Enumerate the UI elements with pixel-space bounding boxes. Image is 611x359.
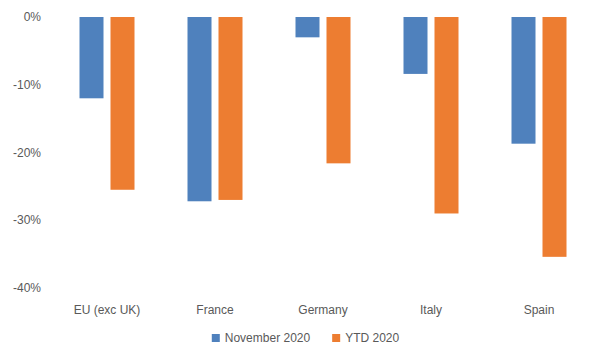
legend-label: YTD 2020 <box>345 331 399 345</box>
bar <box>111 17 135 190</box>
y-axis: 0% -10% -20% -30% -40% <box>13 10 41 295</box>
bar <box>435 17 459 213</box>
x-tick-label: Spain <box>524 303 555 317</box>
legend-swatch <box>332 334 340 342</box>
x-axis: EU (exc UK) France Germany Italy Spain <box>74 303 555 317</box>
y-tick-label: -40% <box>13 281 41 295</box>
legend-swatch <box>212 334 220 342</box>
legend: November 2020 YTD 2020 <box>212 331 400 345</box>
x-tick-label: France <box>196 303 234 317</box>
bar <box>80 17 104 98</box>
x-tick-label: EU (exc UK) <box>74 303 141 317</box>
bar <box>296 17 320 37</box>
bars <box>80 17 567 257</box>
bar <box>188 17 212 201</box>
legend-label: November 2020 <box>225 331 311 345</box>
chart: 0% -10% -20% -30% -40% EU (exc UK) France Germa… <box>0 0 611 359</box>
x-tick-label: Italy <box>420 303 442 317</box>
bar <box>219 17 243 200</box>
y-tick-label: -20% <box>13 146 41 160</box>
bar <box>404 17 428 74</box>
x-tick-label: Germany <box>298 303 347 317</box>
y-tick-label: 0% <box>24 10 42 24</box>
bar <box>543 17 567 257</box>
bar <box>512 17 536 144</box>
bar <box>327 17 351 163</box>
y-tick-label: -30% <box>13 213 41 227</box>
y-tick-label: -10% <box>13 78 41 92</box>
